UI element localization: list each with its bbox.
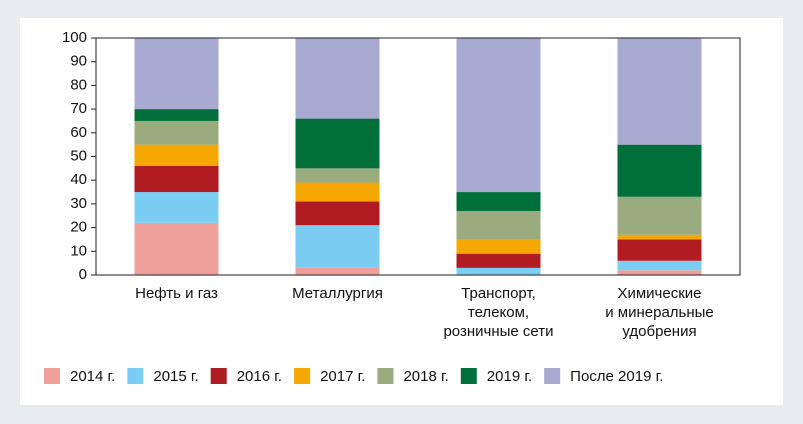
x-tick-label: удобрения bbox=[622, 323, 696, 340]
legend-label: 2014 г. bbox=[70, 368, 115, 385]
legend-label: 2019 г. bbox=[487, 368, 532, 385]
bar-segment bbox=[617, 234, 702, 240]
x-tick-label: Транспорт, bbox=[461, 285, 536, 302]
y-tick-label: 100 bbox=[62, 29, 87, 46]
x-tick-label: Металлургия bbox=[292, 285, 383, 302]
legend-swatch bbox=[460, 368, 477, 384]
x-tick-label: Нефть и газ bbox=[135, 285, 218, 302]
y-tick-label: 80 bbox=[70, 76, 87, 93]
bar-segment bbox=[134, 165, 219, 193]
legend-swatch bbox=[377, 368, 394, 384]
bar-segment bbox=[295, 182, 380, 202]
bar-segment bbox=[617, 260, 702, 271]
legend-swatch bbox=[44, 368, 60, 384]
y-tick-label: 0 bbox=[79, 266, 87, 283]
bar-segment bbox=[456, 267, 541, 275]
y-tick-label: 90 bbox=[70, 53, 87, 70]
bar-segment bbox=[295, 201, 380, 226]
bar-segment bbox=[134, 120, 219, 145]
bar-segment bbox=[134, 222, 219, 275]
y-tick-label: 10 bbox=[70, 242, 87, 259]
legend-swatch bbox=[544, 368, 561, 384]
legend-swatch bbox=[210, 368, 227, 384]
legend-label: 2016 г. bbox=[237, 368, 282, 385]
bar-segment bbox=[617, 239, 702, 261]
y-tick-label: 20 bbox=[70, 219, 87, 236]
legend-label: 2018 г. bbox=[403, 368, 448, 385]
legend-label: 2017 г. bbox=[320, 368, 365, 385]
bar-segment bbox=[134, 192, 219, 223]
x-tick-label: Химические bbox=[617, 285, 701, 302]
bar-segment bbox=[617, 196, 702, 235]
bar-segment bbox=[456, 239, 541, 254]
x-tick-label: и минеральные bbox=[605, 304, 714, 321]
y-tick-label: 30 bbox=[70, 195, 87, 212]
bar-segment bbox=[456, 38, 541, 193]
y-tick-label: 40 bbox=[70, 171, 87, 188]
bar-segment bbox=[134, 38, 219, 110]
legend-swatch bbox=[127, 368, 144, 384]
bar-segment bbox=[295, 267, 380, 275]
bar-segment bbox=[295, 225, 380, 268]
bar-segment bbox=[134, 109, 219, 121]
y-tick-label: 70 bbox=[70, 100, 87, 117]
legend-label: 2015 г. bbox=[153, 368, 198, 385]
x-tick-label: розничные сети bbox=[443, 323, 553, 340]
bar-segment bbox=[617, 270, 702, 275]
y-tick-label: 50 bbox=[70, 147, 87, 164]
bar-segment bbox=[295, 38, 380, 119]
plot-frame bbox=[95, 37, 741, 276]
bar-segment bbox=[617, 38, 702, 145]
bar-segment bbox=[456, 192, 541, 212]
y-tick-label: 60 bbox=[70, 124, 87, 141]
bar-segment bbox=[456, 253, 541, 268]
legend-swatch bbox=[294, 368, 311, 384]
legend-label: После 2019 г. bbox=[570, 368, 663, 385]
bar-segment bbox=[295, 118, 380, 169]
bar-segment bbox=[295, 168, 380, 183]
bar-segment bbox=[456, 211, 541, 240]
bar-segment bbox=[134, 144, 219, 166]
x-tick-label: телеком, bbox=[468, 304, 529, 321]
bar-segment bbox=[617, 144, 702, 197]
